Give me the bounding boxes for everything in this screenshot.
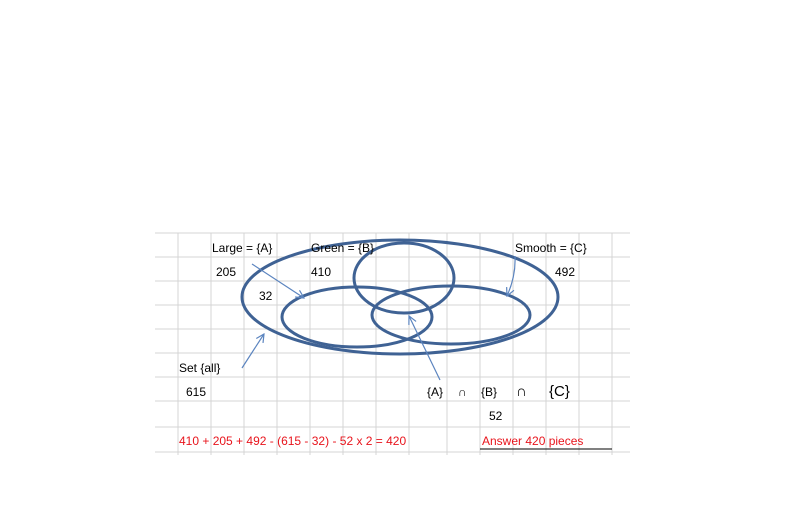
answer-text: Answer 420 pieces	[482, 434, 583, 448]
count-green: 410	[311, 265, 331, 279]
label-smooth: Smooth = {C}	[515, 241, 587, 255]
count-triple: 52	[489, 409, 503, 423]
intersection-operator-2: ∩	[516, 383, 527, 400]
count-large: 205	[216, 265, 236, 279]
count-total: 615	[186, 385, 206, 399]
intersection-set-c: {C}	[549, 383, 570, 400]
arrow-set-all-to-outer	[242, 334, 264, 368]
count-smooth: 492	[555, 265, 575, 279]
intersection-set-b: {B}	[481, 385, 497, 399]
arrow-smooth-to-c	[507, 256, 515, 296]
set-c-smooth-ellipse	[372, 286, 530, 344]
intersection-operator-1: ∩	[458, 385, 467, 399]
count-overlap-ab: 32	[259, 289, 273, 303]
formula-text: 410 + 205 + 492 - (615 - 32) - 52 x 2 = …	[179, 434, 406, 448]
intersection-set-a: {A}	[427, 385, 443, 399]
label-large: Large = {A}	[212, 241, 272, 255]
label-set-all: Set {all}	[179, 361, 220, 375]
label-green: Green = {B}	[311, 241, 374, 255]
arrow-intersection-to-center	[409, 316, 440, 380]
